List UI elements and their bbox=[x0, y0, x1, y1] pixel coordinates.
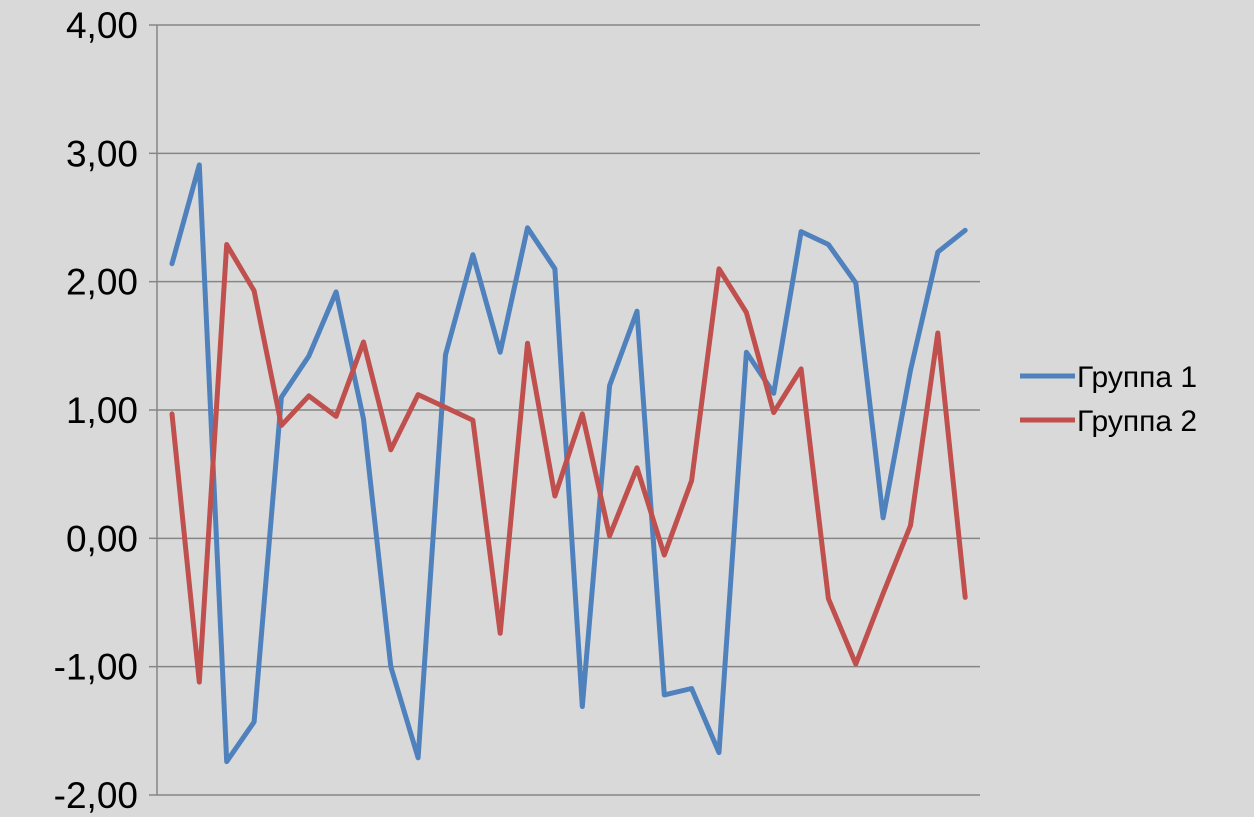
y-tick-label: 1,00 bbox=[66, 390, 138, 431]
gridlines bbox=[157, 24, 980, 668]
y-tick-label: 0,00 bbox=[66, 518, 138, 559]
legend-label: Группа 1 bbox=[1077, 361, 1197, 394]
y-tick-label: 3,00 bbox=[66, 133, 138, 174]
y-tick-label: -2,00 bbox=[54, 775, 138, 816]
series-lines bbox=[169, 162, 968, 765]
y-tick-label: 4,00 bbox=[66, 5, 138, 46]
y-tick-label: 2,00 bbox=[66, 262, 138, 303]
y-axis-tick-labels: 4,00 3,00 2,00 1,00 0,00 -1,00 -2,00 bbox=[54, 5, 138, 816]
legend: Группа 1 Группа 2 bbox=[1020, 361, 1197, 438]
legend-label: Группа 2 bbox=[1077, 405, 1197, 438]
series-line-2 bbox=[169, 242, 968, 685]
series-line-1 bbox=[169, 162, 968, 765]
legend-item-2: Группа 2 bbox=[1020, 405, 1197, 438]
axes bbox=[149, 24, 980, 796]
y-tick-label: -1,00 bbox=[54, 647, 138, 688]
legend-item-1: Группа 1 bbox=[1020, 361, 1197, 394]
